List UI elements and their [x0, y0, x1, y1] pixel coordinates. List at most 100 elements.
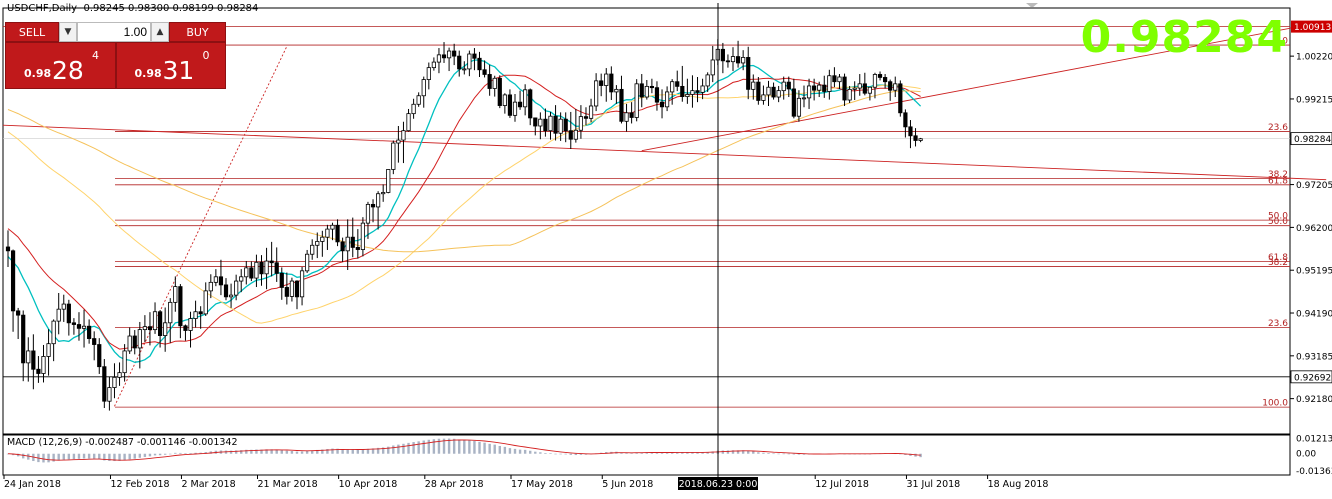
macd-histogram-bar	[706, 452, 709, 454]
candlestick	[26, 337, 31, 382]
candlestick	[898, 80, 903, 117]
macd-histogram-bar	[518, 449, 522, 454]
candlestick	[872, 72, 878, 99]
macd-histogram-bar	[442, 438, 446, 454]
candle-body	[26, 350, 31, 364]
candlestick	[639, 74, 644, 108]
macd-histogram-bar	[468, 440, 471, 454]
macd-histogram-bar	[27, 453, 30, 460]
line-price-tag	[1290, 370, 1332, 384]
candle-body	[614, 88, 619, 93]
candle-body	[269, 260, 274, 264]
candle-body	[320, 236, 325, 242]
macd-histogram-bar	[128, 453, 131, 460]
candlestick	[421, 76, 426, 108]
candle-body	[446, 50, 452, 59]
resistance-price-tag-label: 1.00913	[1294, 23, 1331, 33]
macd-histogram-bar	[422, 440, 425, 454]
macd-histogram-bar	[22, 453, 25, 459]
macd-histogram-bar	[463, 440, 466, 454]
macd-histogram-bar	[240, 450, 243, 454]
candlestick	[680, 65, 685, 102]
candlestick	[548, 111, 553, 140]
candle-body	[452, 50, 457, 57]
candle-body	[497, 77, 502, 106]
macd-histogram-bar	[169, 453, 172, 455]
candlestick	[5, 230, 11, 268]
chart-shift-marker[interactable]	[1026, 3, 1038, 8]
candlestick	[31, 334, 36, 390]
macd-histogram-bar	[407, 442, 410, 454]
candlestick	[472, 48, 477, 71]
candle-body	[517, 101, 523, 108]
candlestick	[665, 86, 670, 112]
candle-body	[381, 192, 386, 195]
candlestick	[66, 299, 71, 336]
candlestick	[771, 82, 776, 100]
candle-body	[568, 130, 573, 140]
candlestick	[127, 327, 132, 354]
candle-body	[624, 112, 629, 122]
macd-axis-tick-label: 0.012131	[1296, 434, 1332, 444]
candle-body	[578, 116, 584, 131]
candlestick	[852, 81, 857, 101]
candlestick	[594, 73, 599, 112]
macd-axis-tick-label: -0.013637	[1296, 467, 1332, 477]
fib-level-label: 61.8	[1268, 253, 1288, 263]
macd-histogram-bar	[660, 452, 664, 454]
candlestick	[827, 69, 832, 100]
candlestick	[401, 121, 406, 164]
candle-body	[457, 55, 462, 70]
price-axis-tick-label: 0.94190	[1296, 310, 1332, 320]
macd-histogram-bar	[417, 441, 420, 454]
macd-histogram-bar	[174, 452, 177, 454]
candle-body	[370, 203, 376, 208]
candlestick	[117, 362, 122, 386]
macd-histogram-bar	[458, 439, 461, 454]
candlestick	[588, 98, 594, 123]
macd-histogram-bar	[92, 453, 96, 459]
macd-histogram-bar	[123, 453, 126, 461]
candlestick	[523, 84, 528, 116]
candle-body	[766, 86, 771, 96]
candlestick	[122, 344, 127, 382]
candle-body	[355, 247, 360, 250]
sell-button[interactable]: SELL	[5, 22, 59, 42]
trend-lines[interactable]	[2, 26, 1327, 407]
candlestick	[847, 85, 852, 103]
candle-body	[360, 222, 366, 250]
macd-histogram-bar	[802, 453, 806, 455]
candlestick	[411, 98, 416, 119]
volume-decrease-arrow-icon[interactable]: ▼	[59, 22, 77, 42]
volume-input[interactable]	[77, 22, 151, 42]
candle-body	[918, 138, 923, 141]
candlestick	[700, 78, 705, 100]
buy-price-button[interactable]: 0.98 31 0	[115, 42, 226, 89]
candle-body	[872, 74, 878, 88]
macd-histogram-bar	[741, 450, 745, 454]
candle-body	[168, 301, 173, 324]
macd-histogram-bar	[503, 446, 507, 454]
buy-button[interactable]: BUY	[169, 22, 226, 42]
candlestick	[183, 324, 188, 341]
candle-body	[97, 344, 102, 368]
candle-body	[173, 286, 178, 303]
candle-body	[553, 115, 558, 134]
sell-price-button[interactable]: 0.98 28 4	[5, 42, 116, 89]
candlestick	[97, 338, 102, 374]
candle-body	[10, 250, 16, 312]
candlestick	[492, 75, 497, 97]
volume-increase-arrow-icon[interactable]: ▲	[151, 22, 169, 42]
macd-histogram-bar	[255, 449, 258, 454]
sell-price-prefix: 0.98	[24, 67, 52, 80]
candle-body	[822, 84, 827, 92]
candlestick	[457, 50, 462, 77]
candlestick	[756, 77, 761, 105]
candlestick	[269, 241, 274, 277]
crosshair-date-box	[678, 477, 758, 490]
candle-body	[142, 326, 147, 331]
candlestick	[883, 74, 888, 89]
macd-histogram-bar	[731, 450, 735, 454]
